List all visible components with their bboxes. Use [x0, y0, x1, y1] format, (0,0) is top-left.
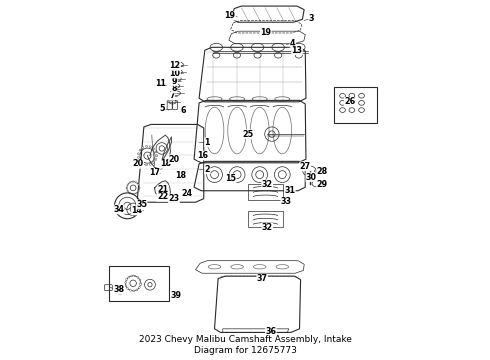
Ellipse shape [146, 164, 147, 166]
Text: 15: 15 [225, 174, 236, 183]
Text: 26: 26 [344, 97, 355, 106]
Ellipse shape [136, 289, 138, 291]
Text: 9: 9 [172, 77, 177, 86]
Ellipse shape [137, 276, 139, 278]
Text: 18: 18 [175, 171, 187, 180]
Ellipse shape [138, 190, 139, 192]
Bar [109, 266, 169, 301]
Text: 19: 19 [224, 11, 235, 20]
Bar [248, 211, 283, 227]
Text: 2: 2 [204, 165, 210, 174]
Text: 21: 21 [158, 185, 169, 194]
Ellipse shape [139, 160, 141, 162]
Ellipse shape [130, 289, 131, 291]
Text: 4: 4 [290, 39, 295, 48]
Ellipse shape [140, 284, 142, 285]
Text: 19: 19 [260, 28, 271, 37]
Ellipse shape [134, 275, 136, 277]
Text: 13: 13 [292, 46, 302, 55]
Ellipse shape [139, 187, 140, 189]
Ellipse shape [142, 147, 144, 148]
Text: 39: 39 [171, 291, 182, 300]
Text: 32: 32 [262, 223, 273, 232]
Ellipse shape [138, 184, 139, 185]
Text: 35: 35 [136, 200, 147, 209]
Ellipse shape [146, 145, 147, 147]
Ellipse shape [137, 153, 139, 154]
Text: 38: 38 [113, 285, 124, 294]
Ellipse shape [139, 279, 141, 281]
Text: 10: 10 [170, 69, 181, 78]
Text: 27: 27 [300, 162, 311, 171]
Ellipse shape [136, 182, 137, 183]
Ellipse shape [129, 182, 131, 183]
Text: 33: 33 [281, 197, 292, 206]
Ellipse shape [125, 282, 126, 284]
Text: 30: 30 [306, 173, 317, 182]
Ellipse shape [153, 162, 154, 163]
Text: 5: 5 [160, 104, 165, 113]
Ellipse shape [140, 282, 142, 284]
Text: 20: 20 [133, 159, 144, 168]
Text: 20: 20 [169, 155, 179, 164]
Text: 3: 3 [309, 14, 314, 23]
Text: 34: 34 [113, 205, 124, 214]
Ellipse shape [136, 193, 137, 194]
Ellipse shape [155, 151, 157, 153]
Ellipse shape [138, 287, 140, 288]
Bar [248, 184, 283, 200]
Ellipse shape [131, 275, 133, 277]
Ellipse shape [149, 146, 151, 148]
Text: 24: 24 [181, 189, 193, 198]
Text: 17: 17 [149, 168, 160, 177]
Text: 37: 37 [257, 274, 268, 283]
Ellipse shape [137, 157, 139, 158]
Ellipse shape [155, 158, 157, 160]
Ellipse shape [139, 149, 141, 151]
Text: 28: 28 [317, 167, 328, 176]
Ellipse shape [132, 193, 134, 195]
Text: 2023 Chevy Malibu Camshaft Assembly, Intake
Diagram for 12675773: 2023 Chevy Malibu Camshaft Assembly, Int… [139, 335, 351, 355]
Text: 25: 25 [243, 130, 253, 139]
Ellipse shape [156, 155, 158, 157]
Bar [334, 87, 377, 123]
Text: 11: 11 [155, 80, 166, 89]
Ellipse shape [128, 276, 130, 278]
Text: 32: 32 [262, 180, 273, 189]
Text: 36: 36 [265, 327, 276, 336]
Text: 22: 22 [157, 192, 168, 201]
Ellipse shape [132, 181, 134, 182]
Text: 12: 12 [170, 62, 181, 71]
Text: 7: 7 [169, 91, 174, 100]
Text: 18: 18 [160, 159, 171, 168]
Text: 8: 8 [171, 84, 177, 93]
Ellipse shape [127, 184, 128, 185]
Text: 6: 6 [181, 106, 186, 115]
Ellipse shape [129, 193, 131, 194]
Ellipse shape [126, 187, 127, 189]
Text: 29: 29 [317, 180, 328, 189]
Ellipse shape [142, 163, 144, 165]
Ellipse shape [133, 290, 135, 292]
Ellipse shape [127, 190, 128, 192]
Text: 31: 31 [284, 185, 295, 194]
Ellipse shape [127, 288, 129, 289]
Text: 23: 23 [169, 194, 179, 203]
Ellipse shape [149, 163, 151, 165]
Text: 1: 1 [205, 138, 210, 147]
Text: 16: 16 [197, 151, 208, 160]
Ellipse shape [126, 279, 127, 280]
Ellipse shape [153, 148, 154, 150]
Text: 14: 14 [131, 206, 142, 215]
Ellipse shape [125, 285, 127, 287]
